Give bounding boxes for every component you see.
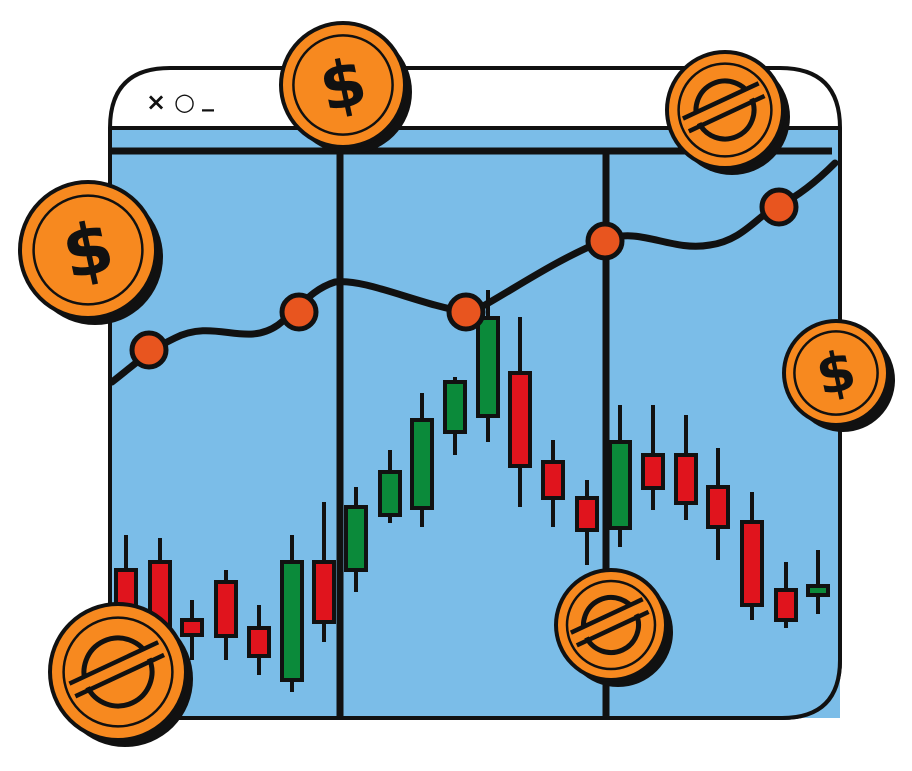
bearish-candle	[541, 440, 565, 527]
stellar-icon	[569, 595, 650, 655]
coin-rim	[565, 579, 657, 671]
candle-body	[344, 505, 368, 572]
candle-body	[541, 460, 565, 500]
coin-rim	[793, 330, 879, 416]
bullish-candle	[280, 535, 304, 692]
trend-points	[129, 187, 799, 370]
stellar-icon	[681, 78, 766, 142]
minimize-icon[interactable]: _	[202, 84, 214, 112]
candlestick-series	[114, 290, 830, 692]
stellar-bar	[74, 652, 166, 699]
candle-body	[641, 453, 665, 490]
bullish-candle	[476, 290, 500, 442]
stellar-icon	[68, 635, 166, 709]
stellar-gap	[69, 643, 163, 694]
coin-rim	[292, 34, 394, 136]
bearish-candle	[247, 605, 271, 675]
bullish-candle	[806, 550, 830, 614]
coin-rim	[677, 62, 773, 158]
candle-body	[247, 626, 271, 658]
stellar-gap	[683, 84, 764, 129]
trend-point	[129, 330, 169, 370]
trend-point	[585, 221, 625, 261]
coin-face	[18, 180, 158, 320]
candle-body	[410, 418, 434, 510]
candle-body	[280, 560, 304, 682]
coin-rim	[32, 194, 144, 306]
bullish-candle	[608, 405, 632, 547]
stellar-gap	[571, 600, 648, 643]
bearish-candle	[508, 317, 532, 507]
stellar-bar	[687, 93, 766, 134]
candle-body	[312, 560, 336, 624]
bearish-candle	[740, 492, 764, 620]
stellar-coin	[48, 602, 193, 747]
maximize-icon[interactable]: ○	[174, 88, 195, 116]
stellar-bar	[575, 609, 650, 648]
bearish-candle	[706, 448, 730, 560]
window-bottom-edge	[108, 128, 842, 720]
candle-body	[706, 485, 730, 529]
candle-body	[508, 371, 532, 468]
candle-body	[806, 584, 830, 597]
dollar-coin: $	[782, 319, 895, 432]
bullish-candle	[443, 377, 467, 455]
coin-rim	[62, 616, 174, 728]
bearish-candle	[641, 405, 665, 510]
coin-face	[782, 319, 890, 427]
stellar-coin	[665, 50, 790, 175]
bearish-candle	[214, 570, 238, 660]
stellar-bar	[68, 640, 160, 686]
candle-body	[608, 440, 632, 530]
candle-body	[476, 316, 500, 418]
coin-face	[279, 21, 407, 149]
candle-body	[180, 618, 204, 637]
trend-point	[279, 292, 319, 332]
stellar-bar	[681, 81, 760, 121]
dollar-coin: $	[18, 180, 163, 325]
stellar-bar	[569, 597, 644, 635]
close-icon[interactable]: ×	[146, 88, 167, 116]
candle-body	[214, 580, 238, 638]
bullish-candle	[410, 393, 434, 527]
candle-body	[674, 453, 698, 505]
bullish-candle	[344, 487, 368, 592]
bearish-candle	[674, 415, 698, 520]
candle-body	[740, 520, 764, 607]
candle-body	[575, 496, 599, 532]
candle-body	[443, 380, 467, 434]
trend-point	[446, 292, 486, 332]
coins: $ $ $	[18, 21, 895, 747]
bearish-candle	[180, 600, 204, 660]
bearish-candle	[774, 562, 798, 628]
candle-body	[378, 470, 402, 517]
bearish-candle	[312, 502, 336, 642]
bullish-candle	[378, 450, 402, 523]
dollar-coin: $	[279, 21, 412, 154]
stellar-coin	[554, 568, 673, 687]
candle-body	[774, 588, 798, 622]
bearish-candle	[575, 480, 599, 565]
trend-point	[759, 187, 799, 227]
